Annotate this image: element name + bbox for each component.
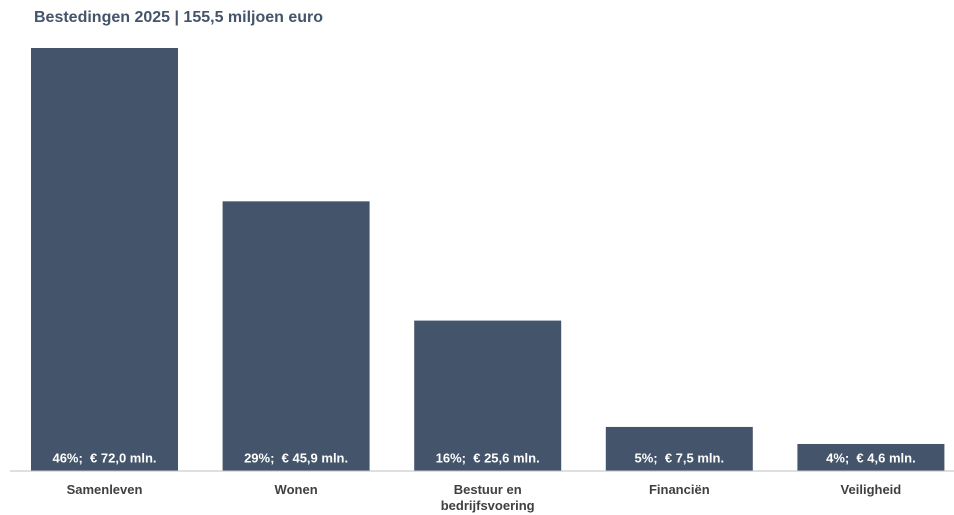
x-tick-label: Veiligheid [840,482,902,497]
bar [222,201,370,471]
bar [605,426,753,471]
data-label: 46%; € 72,0 mln. [52,450,156,465]
chart-title: Bestedingen 2025 | 155,5 miljoen euro [34,9,324,26]
bar [797,443,945,471]
x-tick-label: Bestuur en bedrijfsvoering [440,482,535,513]
data-label: 5%; € 7,5 mln. [635,450,725,465]
data-label: 16%; € 25,6 mln. [436,450,540,465]
x-tick-label: Financiën [648,482,710,497]
bar [414,320,562,471]
data-label: 4%; € 4,6 mln. [826,450,916,465]
data-label: 29%; € 45,9 mln. [244,450,348,465]
bar [31,48,178,471]
x-tick-label: Wonen [274,482,318,497]
x-tick-label: Samenleven [66,482,143,497]
